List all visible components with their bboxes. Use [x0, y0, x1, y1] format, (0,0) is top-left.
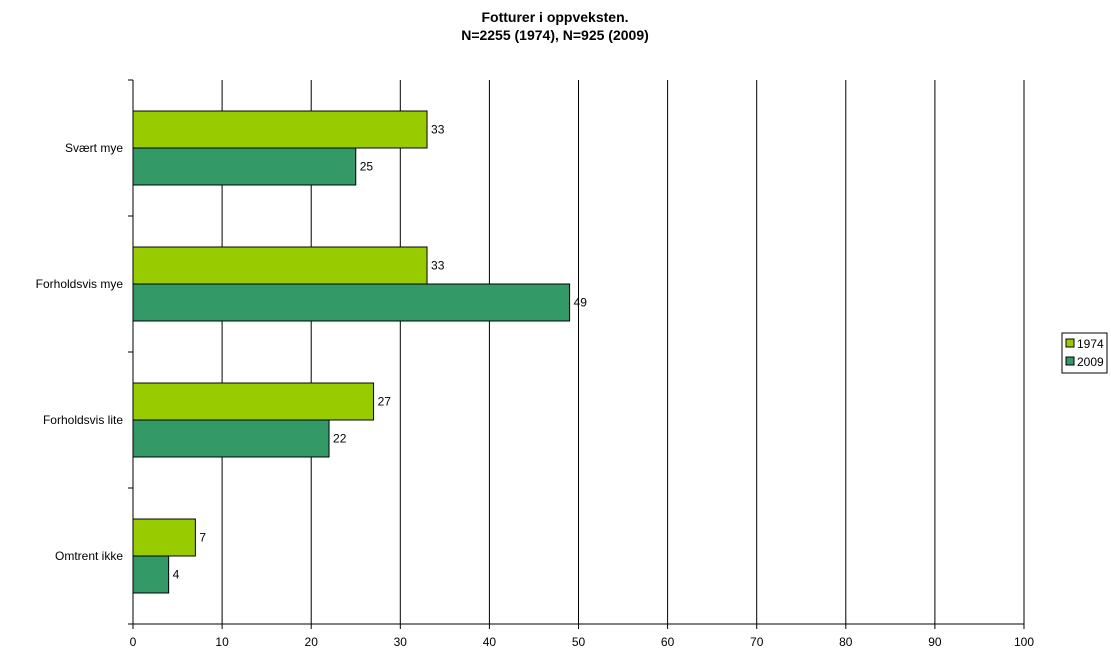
- data-label-2009: 22: [333, 432, 347, 446]
- x-tick-label-20: 20: [305, 635, 319, 649]
- chart-title-line-2: N=2255 (1974), N=925 (2009): [461, 27, 649, 43]
- legend-swatch-1974: [1065, 338, 1075, 348]
- data-label-1974: 33: [431, 123, 445, 137]
- legend-label-1974: 1974: [1077, 337, 1104, 351]
- bar-1974: [132, 110, 428, 149]
- bar-1974: [132, 246, 428, 285]
- legend: 1974 2009: [1061, 332, 1108, 374]
- y-tick-label: Forholdsvis lite: [43, 413, 123, 427]
- bar-2009: [132, 283, 571, 322]
- data-label-1974: 33: [431, 259, 445, 273]
- bar-2009: [132, 555, 170, 594]
- y-tick-label: Omtrent ikke: [55, 549, 123, 563]
- x-tick-label-30: 30: [394, 635, 408, 649]
- bar-2009: [132, 147, 357, 186]
- x-tick-label-80: 80: [839, 635, 853, 649]
- bars: 33 25 33 49 27 22 7 4: [132, 110, 588, 594]
- data-label-1974: 7: [199, 531, 206, 545]
- data-label-2009: 4: [173, 568, 180, 582]
- data-label-2009: 25: [360, 160, 374, 174]
- bar-1974: [132, 518, 196, 557]
- x-tick-label-10: 10: [215, 635, 229, 649]
- y-tick-label: Forholdsvis mye: [36, 277, 124, 291]
- x-tick-label-40: 40: [483, 635, 497, 649]
- legend-label-2009: 2009: [1077, 355, 1104, 369]
- chart-title-line-1: Fotturer i oppveksten.: [481, 9, 628, 25]
- x-tick-label-50: 50: [572, 635, 586, 649]
- x-tick-label-70: 70: [750, 635, 764, 649]
- x-tick-label-90: 90: [928, 635, 942, 649]
- axes: 0 10 20 30 40 50 60 70 80 90 100 Svært mye Forholdsv…: [36, 79, 1034, 649]
- legend-swatch-2009: [1065, 356, 1075, 366]
- bar-2009: [132, 419, 330, 458]
- y-tick-label: Svært mye: [65, 141, 123, 155]
- data-label-1974: 27: [378, 395, 392, 409]
- x-tick-label-100: 100: [1014, 635, 1034, 649]
- x-tick-label-60: 60: [661, 635, 675, 649]
- data-label-2009: 49: [574, 296, 588, 310]
- bar-1974: [132, 382, 375, 421]
- x-tick-label-0: 0: [130, 635, 137, 649]
